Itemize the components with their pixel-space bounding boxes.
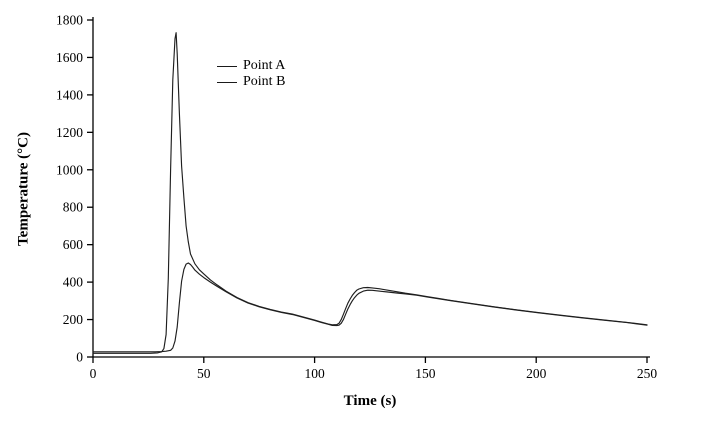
svg-text:0: 0	[90, 366, 97, 381]
svg-text:1800: 1800	[56, 13, 83, 28]
line-marker-icon	[217, 65, 237, 67]
svg-text:50: 50	[197, 366, 211, 381]
legend-item-point-a: Point A	[217, 58, 285, 74]
line-marker-icon	[217, 81, 237, 83]
legend-label-point-a: Point A	[243, 58, 286, 73]
svg-text:1400: 1400	[56, 87, 83, 102]
legend-item-point-b: Point B	[217, 74, 285, 90]
x-axis-title: Time (s)	[343, 393, 397, 409]
y-axis-title: Temperature (°C)	[15, 132, 32, 246]
legend-label-point-b: Point B	[243, 74, 286, 89]
legend: Point A Point B	[217, 58, 285, 90]
svg-text:1000: 1000	[56, 162, 83, 177]
svg-text:400: 400	[63, 275, 84, 290]
svg-text:600: 600	[63, 237, 84, 252]
svg-text:1200: 1200	[56, 125, 83, 140]
svg-text:250: 250	[637, 366, 658, 381]
svg-text:200: 200	[63, 312, 84, 327]
svg-text:200: 200	[526, 366, 547, 381]
svg-text:1600: 1600	[56, 50, 83, 65]
svg-text:150: 150	[415, 366, 436, 381]
svg-text:100: 100	[304, 366, 325, 381]
svg-text:800: 800	[63, 200, 84, 215]
svg-text:0: 0	[76, 350, 83, 365]
